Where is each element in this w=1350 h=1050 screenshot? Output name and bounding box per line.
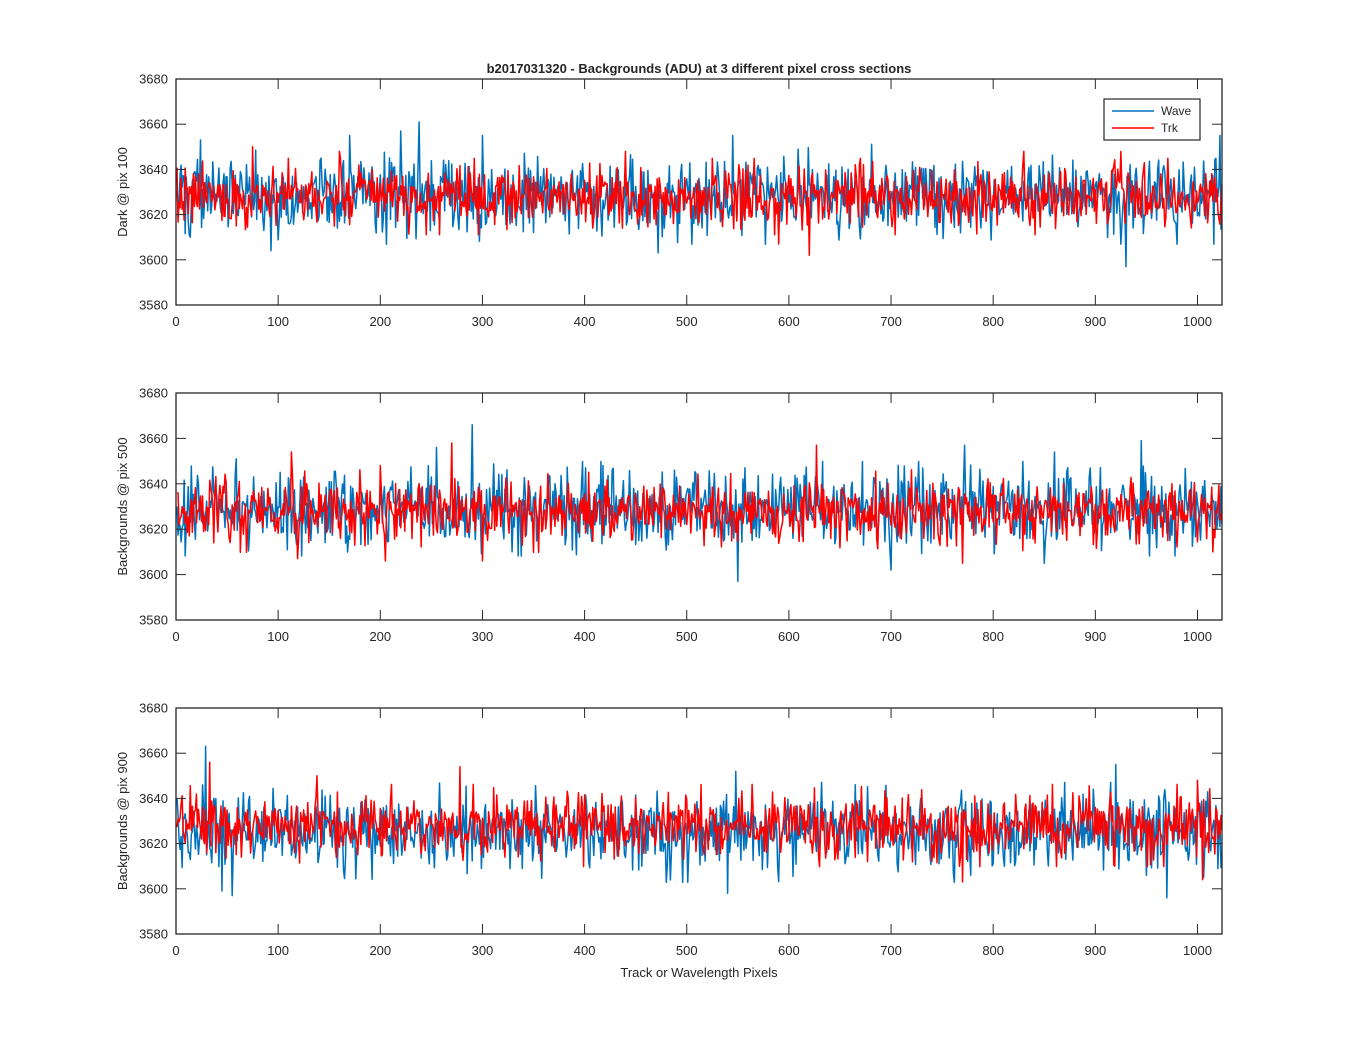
x-tick-label: 500 [676,314,698,329]
y-tick-label: 3620 [139,207,168,222]
legend-box [1103,98,1201,141]
axes-box [175,707,1223,935]
x-tick-label: 200 [369,943,391,958]
x-tick-label: 0 [172,314,179,329]
x-axis-label: Track or Wavelength Pixels [620,965,778,980]
y-tick-label: 3600 [139,881,168,896]
x-tick-label: 600 [778,943,800,958]
y-tick-label: 3680 [139,72,168,87]
y-tick-label: 3580 [139,613,168,628]
x-tick-label: 700 [880,629,902,644]
y-axis-label: Backgrounds @ pix 900 [115,752,130,890]
x-tick-label: 700 [880,943,902,958]
series-line-wave [176,121,1222,268]
x-tick-label: 400 [574,943,596,958]
y-tick-label: 3680 [139,701,168,716]
x-tick-label: 800 [982,314,1004,329]
legend-label-wave: Wave [1161,104,1192,118]
axes-box [175,78,1223,306]
x-tick-label: 300 [472,314,494,329]
axes-box [175,392,1223,621]
x-tick-label: 0 [172,943,179,958]
x-tick-label: 0 [172,629,179,644]
x-tick-label: 400 [574,314,596,329]
x-tick-label: 400 [574,629,596,644]
subplot-1: 0 100 200 300 400 500 600 700 800 900 1000 3580 3600… [115,61,1223,329]
x-tick-label: 100 [267,943,289,958]
subplot-3: 0 100 200 300 400 500 600 700 800 900 1000 3580 3600… [115,701,1223,980]
y-tick-label: 3620 [139,836,168,851]
x-tick-label: 900 [1084,629,1106,644]
legend-label-trk: Trk [1161,121,1179,135]
y-tick-label: 3640 [139,162,168,177]
series-line-trk [176,146,1222,257]
y-tick-label: 3660 [139,117,168,132]
series-line-trk [176,761,1222,883]
x-tick-label: 800 [982,629,1004,644]
y-axis-label: Dark @ pix 100 [115,147,130,237]
subplots: 0 100 200 300 400 500 600 700 800 900 100035803600… [115,61,1223,980]
y-axis-label: Backgrounds @ pix 500 [115,437,130,575]
y-tick-label: 3580 [139,298,168,313]
x-tick-label: 600 [778,314,800,329]
x-tick-label: 500 [676,629,698,644]
x-tick-label: 1000 [1183,314,1212,329]
x-tick-label: 300 [472,629,494,644]
y-tick-label: 3660 [139,746,168,761]
x-tick-label: 800 [982,943,1004,958]
subplot-2: 0 100 200 300 400 500 600 700 800 900 1000 3580 3600… [115,386,1223,644]
x-tick-label: 100 [267,314,289,329]
y-tick-label: 3600 [139,252,168,267]
x-tick-label: 300 [472,943,494,958]
x-tick-label: 700 [880,314,902,329]
y-tick-label: 3600 [139,567,168,582]
x-tick-label: 500 [676,943,698,958]
x-tick-label: 100 [267,629,289,644]
x-tick-label: 200 [369,314,391,329]
y-tick-label: 3580 [139,927,168,942]
chart-title: b2017031320 - Backgrounds (ADU) at 3 dif… [487,61,912,76]
y-tick-label: 3640 [139,791,168,806]
y-tick-label: 3620 [139,522,168,537]
legend: Wave Trk [1103,98,1201,141]
x-tick-label: 200 [369,629,391,644]
x-tick-label: 900 [1084,314,1106,329]
x-tick-label: 1000 [1183,629,1212,644]
y-tick-label: 3660 [139,431,168,446]
y-tick-label: 3640 [139,476,168,491]
series-line-trk [176,442,1222,564]
y-tick-label: 3680 [139,386,168,401]
x-tick-label: 1000 [1183,943,1212,958]
x-tick-label: 900 [1084,943,1106,958]
x-tick-label: 600 [778,629,800,644]
